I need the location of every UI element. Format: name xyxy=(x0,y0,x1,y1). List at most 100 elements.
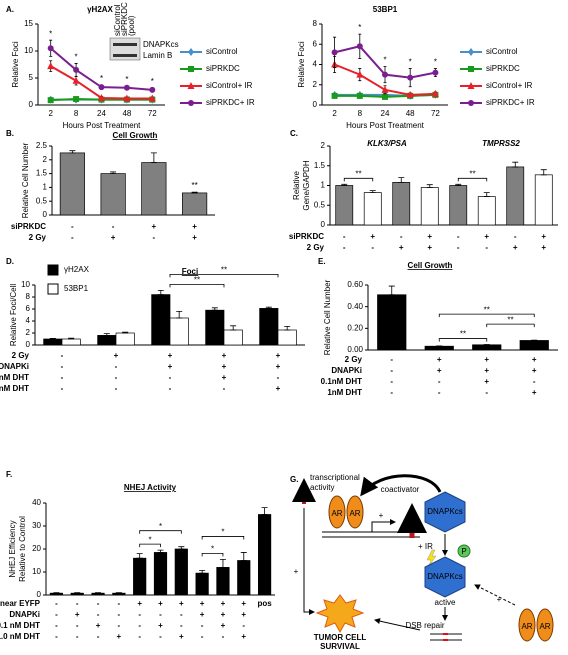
row-value: - xyxy=(371,243,374,252)
bar xyxy=(259,308,279,346)
error-bar xyxy=(103,333,110,336)
arrow xyxy=(303,508,315,615)
row-value: + xyxy=(192,233,197,242)
significance: * xyxy=(149,535,152,544)
row-value: - xyxy=(223,384,226,393)
row-value: + xyxy=(532,355,537,364)
error-bar xyxy=(483,192,490,197)
row-label: 2 Gy xyxy=(12,351,30,360)
x-axis-label: Hours Post Treatment xyxy=(63,121,142,130)
row-value: - xyxy=(76,599,79,608)
y-tick-label: 1.5 xyxy=(314,161,326,170)
row-value: + xyxy=(200,610,205,619)
row-value: + xyxy=(484,377,489,386)
diagram-text: + xyxy=(497,595,502,604)
bar xyxy=(100,173,126,216)
marker xyxy=(187,82,195,89)
marker xyxy=(188,100,194,106)
row-value: - xyxy=(138,632,141,641)
y-tick-label: 0.5 xyxy=(314,200,326,209)
row-value: - xyxy=(138,610,141,619)
bar xyxy=(506,166,525,226)
bracket xyxy=(169,284,225,288)
marker xyxy=(149,86,156,93)
row-value: - xyxy=(485,243,488,252)
diagram-text: activity xyxy=(310,483,334,492)
marker xyxy=(47,97,54,104)
significance: * xyxy=(211,544,214,553)
row-value: + xyxy=(276,351,281,360)
row-label: 0.1 nM DHT xyxy=(0,621,40,630)
significance: ** xyxy=(484,305,490,314)
error-bar xyxy=(240,552,247,561)
bracket xyxy=(486,323,535,328)
row-value: - xyxy=(138,621,141,630)
error-bar xyxy=(398,177,405,183)
bar xyxy=(472,344,502,351)
diagram-text: AR xyxy=(331,509,342,518)
y-tick-label: 0.60 xyxy=(347,280,363,289)
row-value: - xyxy=(242,621,245,630)
diagram-text: AR xyxy=(349,509,360,518)
bar xyxy=(449,185,468,226)
row-label: Linear EYFP xyxy=(0,599,41,608)
row-value: + xyxy=(75,610,80,619)
row-label: 2 Gy xyxy=(307,243,325,252)
error-bar xyxy=(69,150,76,154)
y-tick-label: 1.5 xyxy=(36,169,48,178)
row-label: 0.1nM DHT xyxy=(321,377,362,386)
row-value: - xyxy=(115,384,118,393)
x-tick-label: 2 xyxy=(48,109,53,118)
row-value: + xyxy=(541,232,546,241)
y-tick-label: 2 xyxy=(43,155,48,164)
row-value: - xyxy=(222,632,225,641)
row-value: + xyxy=(532,366,537,375)
bar xyxy=(205,309,225,346)
significance: ** xyxy=(355,169,361,178)
error-bar xyxy=(284,326,291,331)
y-tick-label: 0.00 xyxy=(347,345,363,354)
row-value: - xyxy=(76,621,79,630)
bracket xyxy=(457,177,488,182)
row-value: - xyxy=(457,243,460,252)
error-bar xyxy=(265,306,272,309)
row-value: - xyxy=(115,373,118,382)
row-value: + xyxy=(152,222,157,231)
chart-title: γH2AX xyxy=(87,5,113,14)
transcription-arrow xyxy=(371,519,396,532)
bar xyxy=(115,332,135,346)
significance: ** xyxy=(192,181,198,190)
row-value: + xyxy=(158,599,163,608)
y-tick-label: 10 xyxy=(32,567,41,576)
diagram-text: P xyxy=(461,547,466,556)
row-value: - xyxy=(533,377,536,386)
legend-label: siPRKDC+ IR xyxy=(206,98,255,107)
error-bar xyxy=(176,311,183,319)
row-value: - xyxy=(97,632,100,641)
bar xyxy=(237,560,251,596)
row-value: + xyxy=(399,243,404,252)
bar xyxy=(216,567,230,596)
marker xyxy=(467,82,475,89)
y-tick-label: 2.5 xyxy=(36,141,48,150)
legend-swatch xyxy=(47,264,59,276)
marker xyxy=(47,62,55,70)
x-tick-label: 8 xyxy=(358,109,363,118)
marker xyxy=(382,71,388,78)
panel-label: D. xyxy=(6,257,14,266)
significance: * xyxy=(409,58,412,67)
bracket xyxy=(343,177,374,182)
row-value: + xyxy=(437,366,442,375)
y-tick-label: 0.40 xyxy=(347,302,363,311)
y-axis-label: Relative Foci xyxy=(297,41,306,87)
legend-label: siPRKDC+ IR xyxy=(486,98,535,107)
marker xyxy=(73,66,80,73)
panel-label: E. xyxy=(318,257,326,266)
x-tick-label: 24 xyxy=(381,109,390,118)
marker xyxy=(188,48,194,56)
x-tick-label: 8 xyxy=(74,109,79,118)
row-value: + xyxy=(117,632,122,641)
error-bar xyxy=(426,184,433,188)
diagram-text: transcriptional xyxy=(310,473,360,482)
y-tick-label: 0 xyxy=(321,220,326,229)
